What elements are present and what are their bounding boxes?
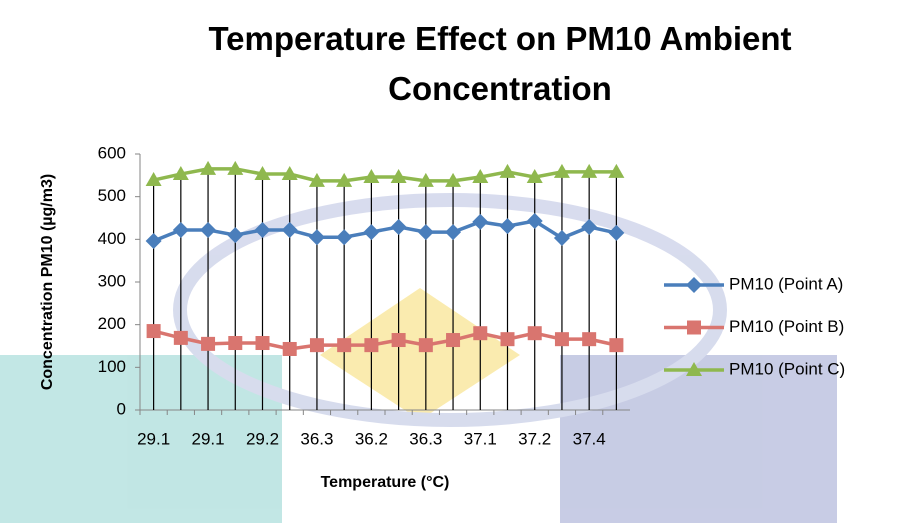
watermark-shape xyxy=(320,288,520,420)
data-point xyxy=(391,333,406,348)
y-tick-label: 600 xyxy=(98,143,126,162)
data-point xyxy=(446,333,461,348)
y-tick-label: 100 xyxy=(98,357,126,376)
data-point xyxy=(390,169,407,184)
data-point xyxy=(200,160,217,175)
data-point xyxy=(254,166,271,181)
data-point xyxy=(145,233,162,250)
y-tick-label: 500 xyxy=(98,186,126,205)
data-point xyxy=(390,218,407,235)
data-point xyxy=(308,172,325,187)
data-point xyxy=(145,172,162,187)
data-point xyxy=(418,338,433,353)
x-tick-label: 36.3 xyxy=(300,429,333,448)
watermark-shape xyxy=(560,355,837,523)
data-point xyxy=(581,218,598,235)
data-point xyxy=(172,221,189,238)
data-point xyxy=(527,326,542,341)
watermark-shape xyxy=(173,193,727,427)
data-point xyxy=(582,332,597,347)
x-tick-label: 29.2 xyxy=(246,429,279,448)
data-point xyxy=(363,224,380,241)
series-line xyxy=(152,219,617,243)
data-point xyxy=(472,169,489,184)
data-point xyxy=(445,224,462,241)
data-point xyxy=(609,338,624,353)
y-axis-label: Concentration PM10 (µg/m3) xyxy=(39,174,56,390)
data-point xyxy=(228,336,243,351)
data-point xyxy=(281,166,298,181)
x-tick-label: 37.1 xyxy=(464,429,497,448)
data-point xyxy=(526,169,543,184)
x-axis-label: Temperature (°C) xyxy=(321,474,450,491)
data-point xyxy=(309,338,324,353)
data-point xyxy=(417,224,434,241)
x-tick-label: 36.2 xyxy=(355,429,388,448)
chart-title: Temperature Effect on PM10 Ambient Conce… xyxy=(208,20,792,107)
data-point xyxy=(499,218,516,235)
data-point xyxy=(472,213,489,230)
x-tick-label: 29.1 xyxy=(192,429,225,448)
data-point xyxy=(281,221,298,238)
data-point xyxy=(608,224,625,241)
data-point xyxy=(553,230,570,247)
data-point xyxy=(337,338,352,353)
data-point xyxy=(554,332,569,347)
data-point xyxy=(500,332,515,347)
data-point xyxy=(200,221,217,238)
y-tick-label: 400 xyxy=(98,229,126,248)
data-point xyxy=(608,163,625,178)
legend-label: PM10 (Point A) xyxy=(729,274,843,293)
data-point xyxy=(336,172,353,187)
data-point xyxy=(146,324,161,339)
legend-marker xyxy=(687,320,701,335)
data-point xyxy=(227,160,244,175)
y-tick-label: 200 xyxy=(98,314,126,333)
legend-marker xyxy=(686,277,702,293)
data-point xyxy=(336,229,353,246)
data-point xyxy=(553,163,570,178)
data-point xyxy=(173,330,188,345)
data-point xyxy=(254,221,271,238)
series-line xyxy=(153,167,617,183)
data-point xyxy=(308,229,325,246)
y-tick-label: 0 xyxy=(117,399,126,418)
data-point xyxy=(363,169,380,184)
data-point xyxy=(201,336,216,351)
x-tick-label: 37.2 xyxy=(518,429,551,448)
data-point xyxy=(526,212,543,229)
data-point xyxy=(417,172,434,187)
data-point xyxy=(282,341,297,356)
data-point xyxy=(499,163,516,178)
legend-marker xyxy=(686,362,702,376)
legend-label: PM10 (Point C) xyxy=(729,359,845,378)
data-point xyxy=(581,163,598,178)
x-tick-label: 29.1 xyxy=(137,429,170,448)
x-tick-label: 37.4 xyxy=(573,429,606,448)
x-tick-label: 36.3 xyxy=(409,429,442,448)
data-point xyxy=(473,326,488,341)
y-tick-label: 300 xyxy=(98,271,126,290)
legend-label: PM10 (Point B) xyxy=(729,317,844,336)
data-point xyxy=(227,227,244,244)
data-point xyxy=(364,338,379,353)
data-point xyxy=(445,172,462,187)
data-point xyxy=(255,336,270,351)
data-point xyxy=(172,166,189,181)
